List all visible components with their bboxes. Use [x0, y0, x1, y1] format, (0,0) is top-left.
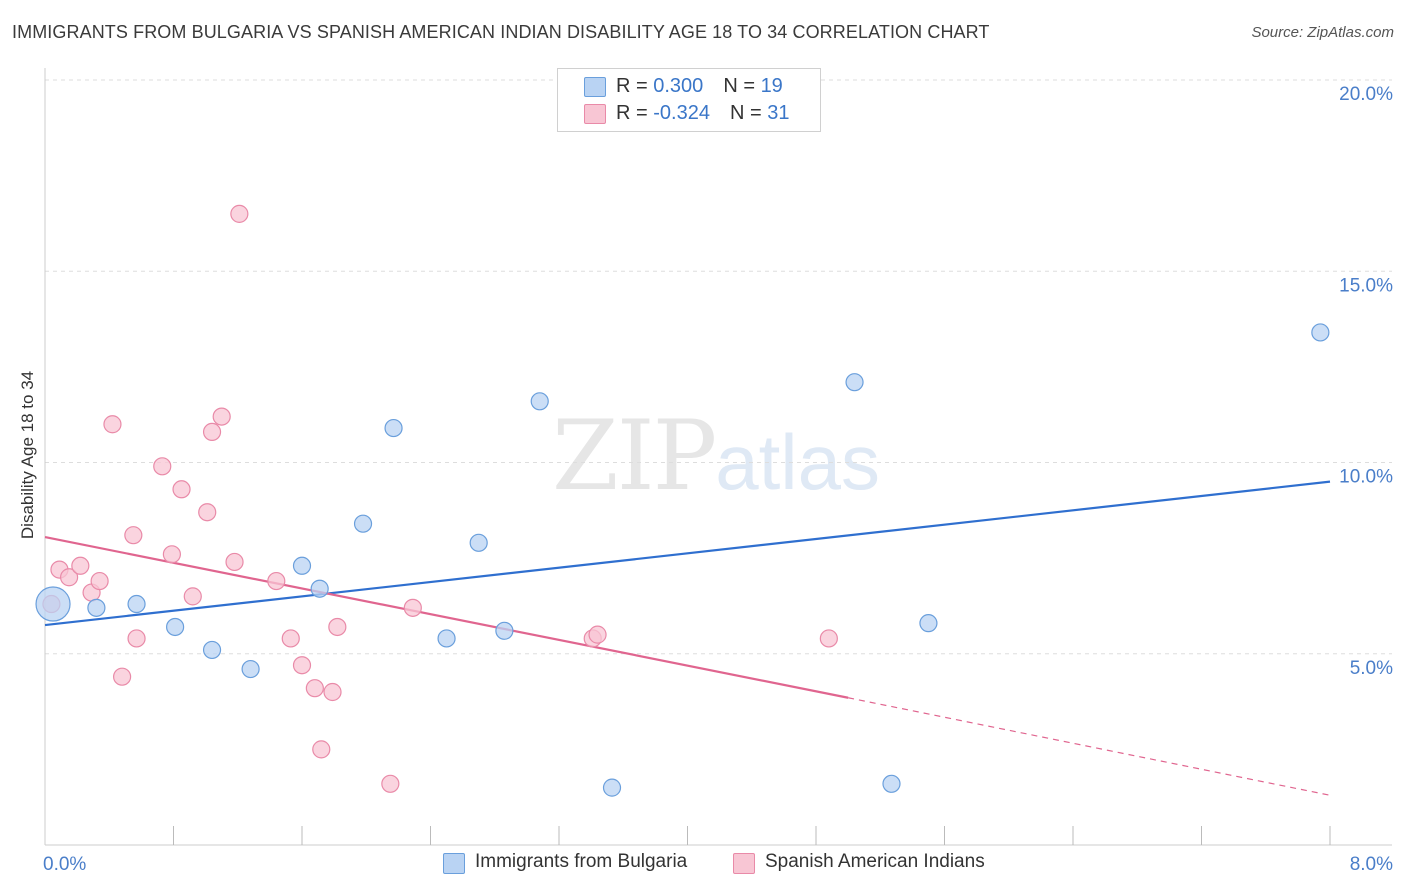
spanish-american-indian-point [588, 625, 607, 644]
spanish-american-indian-point [198, 503, 217, 522]
spanish-american-indian-point [819, 629, 838, 648]
y-axis-label: Disability Age 18 to 34 [18, 371, 37, 539]
bulgaria-point [353, 514, 373, 533]
y-tick-label: 20.0% [1339, 84, 1393, 105]
n-value: 19 [760, 75, 783, 97]
bulgaria-point [127, 594, 146, 614]
chart-title: IMMIGRANTS FROM BULGARIA VS SPANISH AMER… [12, 22, 990, 42]
bulgaria-point [292, 556, 312, 575]
spanish-american-indian-point [281, 629, 300, 648]
spanish-american-indian-point [212, 407, 231, 426]
blue-swatch [443, 853, 465, 874]
source-label: Source: ZipAtlas.com [1251, 24, 1394, 41]
bottom-legend-label: Immigrants from Bulgaria [475, 851, 688, 872]
n-label: N = [723, 75, 761, 97]
n-label: N = [729, 102, 768, 124]
correlation-legend: R = 0.300 N = 19 R = -0.324 N = 31 [557, 68, 821, 132]
spanish-american-indian-point [71, 556, 90, 575]
watermark-zip: ZIP [552, 400, 717, 512]
spanish-american-indian-point [162, 545, 181, 564]
bulgaria-point [1311, 323, 1330, 342]
r-label: R = [616, 75, 654, 97]
spanish-american-indian-point [267, 571, 286, 591]
spanish-american-indian-point [127, 629, 146, 648]
bulgaria-point [87, 598, 106, 617]
spanish-american-indian-point [328, 617, 347, 637]
x-tick-label: 0.0% [43, 854, 86, 875]
bulgaria-point [202, 640, 222, 660]
r-value: -0.324 [653, 102, 710, 124]
bulgaria-point [919, 614, 938, 633]
y-tick-label: 15.0% [1339, 275, 1393, 296]
n-value: 31 [767, 102, 790, 124]
r-label: R = [616, 102, 654, 124]
y-tick-label: 10.0% [1339, 467, 1393, 488]
bulgaria-point [530, 392, 549, 411]
grid-lines [45, 79, 1392, 655]
trend-line-extension [848, 697, 1331, 796]
bulgaria-point [310, 579, 329, 598]
blue-swatch [584, 77, 606, 97]
spanish-american-indian-point [381, 774, 400, 793]
bulgaria-point [35, 586, 71, 622]
data-points [35, 204, 1330, 797]
spanish-american-indian-point [230, 204, 249, 223]
x-tick-label: 8.0% [1350, 854, 1393, 875]
bulgaria-point [602, 778, 622, 797]
bulgaria-point [882, 774, 901, 793]
pink-swatch [733, 853, 755, 874]
spanish-american-indian-point [172, 480, 191, 499]
axes [44, 68, 1392, 846]
bulgaria-point [845, 373, 864, 392]
bottom-legend-label: Spanish American Indians [765, 851, 985, 872]
spanish-american-indian-point [312, 740, 331, 759]
spanish-american-indian-point [153, 457, 172, 476]
spanish-american-indian-point [305, 679, 324, 698]
spanish-american-indian-point [202, 422, 222, 441]
trend-line-bulgaria [44, 480, 1331, 627]
watermark: ZIPatlas [552, 400, 880, 512]
bulgaria-point [495, 621, 514, 640]
bulgaria-point [166, 617, 185, 637]
r-value: 0.300 [653, 75, 704, 97]
bulgaria-point [241, 659, 260, 679]
spanish-american-indian-point [90, 571, 109, 591]
spanish-american-indian-point [323, 682, 342, 702]
tick-labels: 5.0% 10.0% 15.0% 20.0% 0.0% 8.0% [43, 84, 1393, 875]
spanish-american-indian-point [183, 587, 202, 606]
trend-line-spanish-american-indians [44, 536, 849, 699]
spanish-american-indian-point [59, 568, 79, 587]
y-tick-label: 5.0% [1350, 658, 1393, 679]
spanish-american-indian-point [124, 526, 143, 545]
spanish-american-indian-point [403, 598, 422, 617]
spanish-american-indian-point [292, 656, 312, 675]
pink-swatch [584, 104, 606, 124]
spanish-american-indian-point [225, 552, 244, 572]
spanish-american-indian-point [112, 667, 132, 686]
bulgaria-point [384, 418, 403, 438]
trend-lines [44, 480, 1331, 796]
bulgaria-point [437, 629, 456, 648]
spanish-american-indian-point [103, 415, 122, 434]
bulgaria-point [469, 533, 488, 552]
